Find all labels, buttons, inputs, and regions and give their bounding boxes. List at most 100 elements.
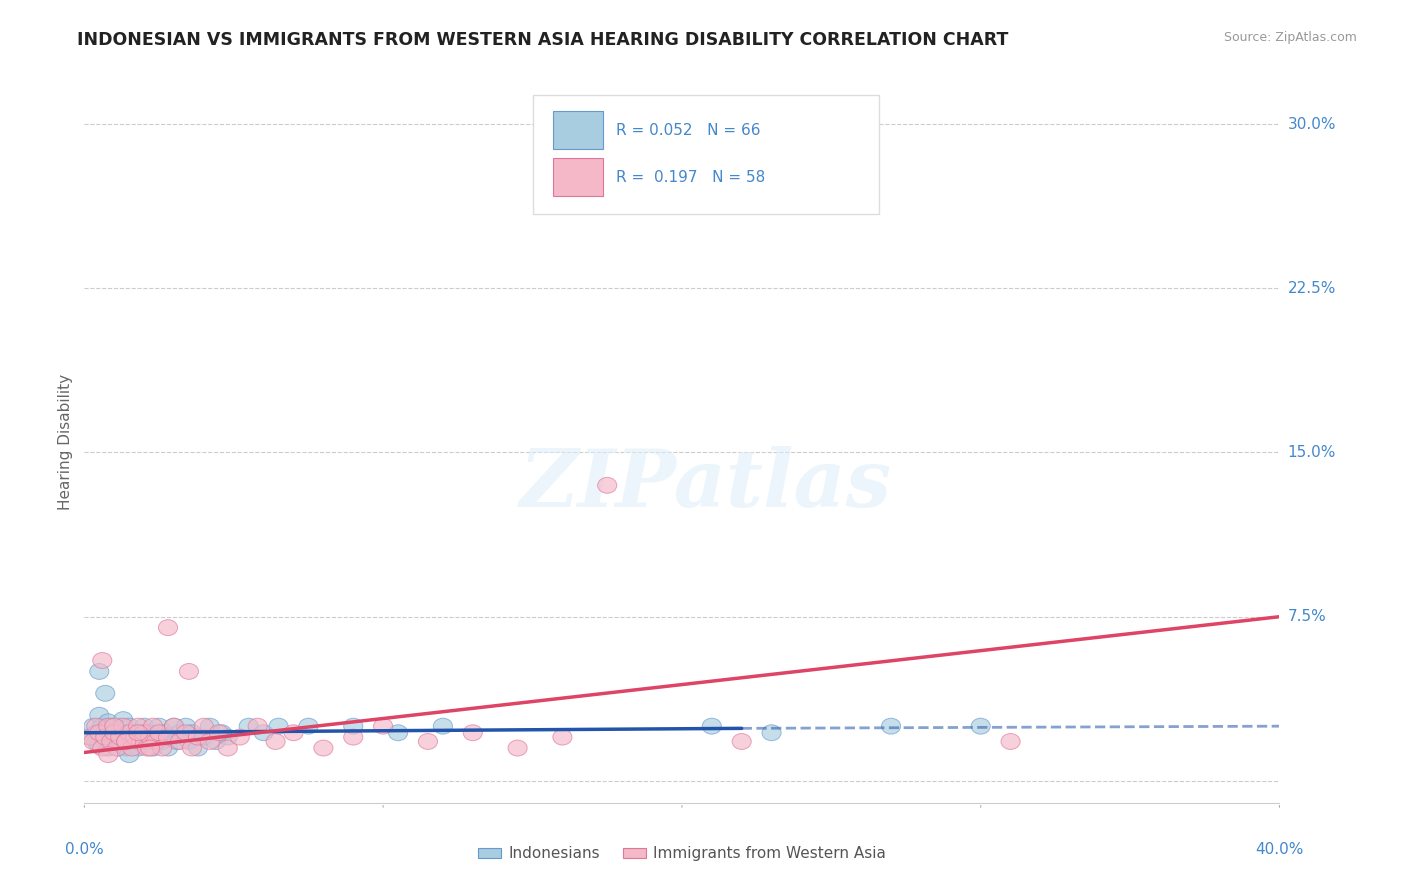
- Ellipse shape: [128, 718, 148, 734]
- Ellipse shape: [84, 733, 103, 749]
- Ellipse shape: [180, 664, 198, 680]
- Ellipse shape: [212, 725, 232, 740]
- Ellipse shape: [170, 733, 190, 749]
- Ellipse shape: [93, 718, 112, 734]
- Ellipse shape: [93, 653, 112, 668]
- Ellipse shape: [508, 740, 527, 756]
- Ellipse shape: [218, 740, 238, 756]
- Ellipse shape: [343, 729, 363, 745]
- Ellipse shape: [104, 725, 124, 740]
- Ellipse shape: [180, 733, 198, 749]
- Ellipse shape: [314, 740, 333, 756]
- Ellipse shape: [117, 740, 136, 756]
- Ellipse shape: [108, 729, 127, 745]
- Ellipse shape: [120, 718, 139, 734]
- Ellipse shape: [87, 725, 105, 740]
- Ellipse shape: [108, 740, 127, 756]
- Ellipse shape: [882, 718, 901, 734]
- Ellipse shape: [343, 718, 363, 734]
- Ellipse shape: [194, 729, 214, 745]
- Ellipse shape: [87, 718, 105, 734]
- Text: 30.0%: 30.0%: [1288, 117, 1336, 131]
- Ellipse shape: [90, 738, 108, 754]
- Ellipse shape: [135, 718, 153, 734]
- Ellipse shape: [247, 718, 267, 734]
- Ellipse shape: [114, 712, 132, 728]
- Ellipse shape: [149, 718, 169, 734]
- Ellipse shape: [266, 733, 285, 749]
- Text: ZIPatlas: ZIPatlas: [520, 446, 891, 524]
- Ellipse shape: [162, 729, 180, 745]
- Ellipse shape: [111, 718, 129, 734]
- Ellipse shape: [156, 725, 174, 740]
- Ellipse shape: [188, 729, 208, 745]
- Ellipse shape: [463, 725, 482, 740]
- Ellipse shape: [104, 718, 124, 734]
- FancyBboxPatch shape: [553, 158, 603, 196]
- Ellipse shape: [132, 729, 150, 745]
- Ellipse shape: [200, 718, 219, 734]
- Ellipse shape: [553, 729, 572, 745]
- Ellipse shape: [132, 733, 150, 749]
- Ellipse shape: [96, 685, 115, 701]
- Ellipse shape: [98, 714, 118, 730]
- Text: R =  0.197   N = 58: R = 0.197 N = 58: [616, 169, 765, 185]
- Ellipse shape: [200, 733, 219, 749]
- Ellipse shape: [104, 725, 124, 740]
- Ellipse shape: [90, 725, 108, 740]
- Legend: Indonesians, Immigrants from Western Asia: Indonesians, Immigrants from Western Asi…: [471, 840, 893, 867]
- Y-axis label: Hearing Disability: Hearing Disability: [58, 374, 73, 509]
- Ellipse shape: [143, 740, 163, 756]
- Ellipse shape: [231, 729, 249, 745]
- Ellipse shape: [762, 725, 782, 740]
- Ellipse shape: [96, 733, 115, 749]
- Text: INDONESIAN VS IMMIGRANTS FROM WESTERN ASIA HEARING DISABILITY CORRELATION CHART: INDONESIAN VS IMMIGRANTS FROM WESTERN AS…: [77, 31, 1008, 49]
- Ellipse shape: [96, 729, 115, 745]
- Ellipse shape: [80, 729, 100, 745]
- Ellipse shape: [159, 729, 177, 745]
- Ellipse shape: [117, 733, 136, 749]
- Ellipse shape: [143, 718, 163, 734]
- Ellipse shape: [93, 729, 112, 745]
- Ellipse shape: [1001, 733, 1021, 749]
- Ellipse shape: [141, 729, 160, 745]
- Ellipse shape: [138, 740, 156, 756]
- Ellipse shape: [598, 477, 617, 493]
- Text: 22.5%: 22.5%: [1288, 281, 1336, 296]
- Ellipse shape: [254, 725, 273, 740]
- Ellipse shape: [101, 729, 121, 745]
- Ellipse shape: [165, 718, 184, 734]
- Ellipse shape: [146, 733, 166, 749]
- Ellipse shape: [101, 718, 121, 734]
- Ellipse shape: [138, 733, 156, 749]
- Ellipse shape: [120, 725, 139, 740]
- Ellipse shape: [218, 729, 238, 745]
- Ellipse shape: [117, 733, 136, 749]
- Ellipse shape: [419, 733, 437, 749]
- Ellipse shape: [170, 725, 190, 740]
- Ellipse shape: [111, 729, 129, 745]
- Ellipse shape: [176, 725, 195, 740]
- FancyBboxPatch shape: [553, 112, 603, 149]
- Ellipse shape: [207, 733, 225, 749]
- Ellipse shape: [111, 733, 129, 749]
- Ellipse shape: [209, 725, 228, 740]
- Ellipse shape: [183, 740, 201, 756]
- Ellipse shape: [80, 729, 100, 745]
- Text: 0.0%: 0.0%: [65, 842, 104, 856]
- Ellipse shape: [149, 725, 169, 740]
- Ellipse shape: [93, 740, 112, 756]
- Ellipse shape: [135, 725, 153, 740]
- Text: 15.0%: 15.0%: [1288, 445, 1336, 460]
- Ellipse shape: [90, 707, 108, 723]
- Ellipse shape: [733, 733, 751, 749]
- Ellipse shape: [159, 740, 177, 756]
- Ellipse shape: [98, 740, 118, 756]
- Ellipse shape: [702, 718, 721, 734]
- Ellipse shape: [388, 725, 408, 740]
- Ellipse shape: [972, 718, 990, 734]
- Ellipse shape: [125, 725, 145, 740]
- Ellipse shape: [141, 740, 160, 756]
- Ellipse shape: [114, 725, 132, 740]
- Ellipse shape: [269, 718, 288, 734]
